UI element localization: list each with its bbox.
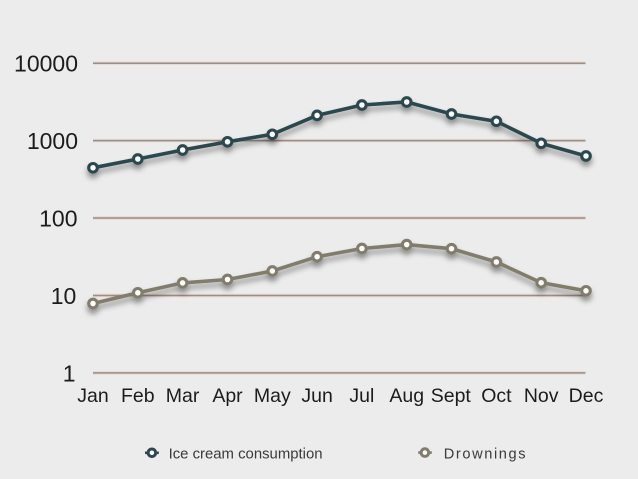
svg-text:100: 100 bbox=[39, 205, 77, 231]
svg-text:Jul: Jul bbox=[349, 385, 374, 407]
svg-text:May: May bbox=[254, 385, 291, 407]
svg-text:Oct: Oct bbox=[481, 385, 512, 407]
svg-text:1: 1 bbox=[63, 360, 76, 386]
svg-text:Drownings: Drownings bbox=[444, 446, 527, 462]
svg-text:Feb: Feb bbox=[121, 385, 155, 407]
svg-text:Aug: Aug bbox=[389, 385, 424, 407]
svg-text:Sept: Sept bbox=[431, 385, 472, 407]
svg-text:Jan: Jan bbox=[77, 385, 108, 407]
svg-text:Apr: Apr bbox=[212, 385, 243, 407]
svg-text:10000: 10000 bbox=[14, 51, 78, 77]
svg-text:10: 10 bbox=[51, 283, 77, 309]
svg-text:Dec: Dec bbox=[569, 385, 604, 407]
svg-text:Jun: Jun bbox=[301, 385, 332, 407]
svg-text:Nov: Nov bbox=[524, 385, 559, 407]
svg-text:Mar: Mar bbox=[166, 385, 200, 407]
svg-text:1000: 1000 bbox=[27, 128, 78, 154]
svg-text:Ice cream consumption: Ice cream consumption bbox=[169, 446, 323, 462]
